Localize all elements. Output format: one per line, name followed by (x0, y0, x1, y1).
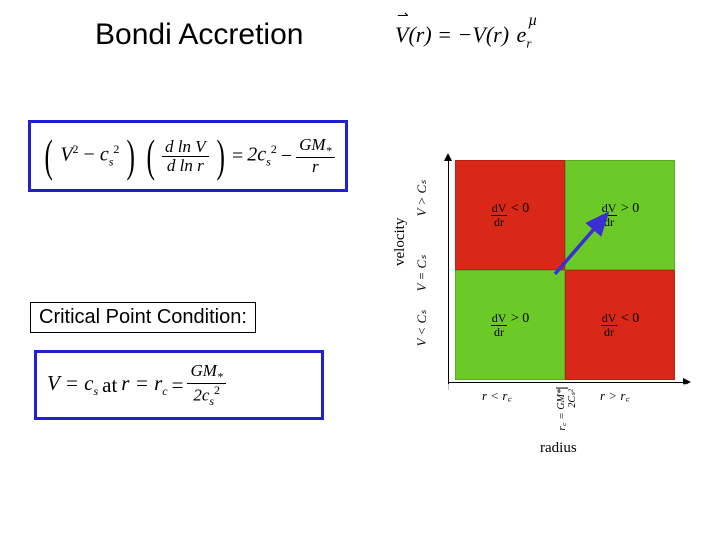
y-tick: V = Cₛ (414, 255, 430, 292)
quadrant-label: dVdr > 0 (491, 311, 530, 339)
x-axis-label: radius (540, 440, 577, 457)
quadrant: dVdr > 0 (565, 160, 675, 270)
velocity-vector-equation: ⇀ V (r) = −V(r) µ er (395, 22, 531, 51)
quadrant: dVdr > 0 (455, 270, 565, 380)
bondi-equation-box: ( V2 − cs2 ) ( d ln V d ln r ) = 2cs2 − … (28, 120, 348, 192)
critical-point-equation-box: V = cs at r = rc = GM* 2cs2 (34, 350, 324, 420)
y-tick: V < Cₛ (414, 310, 430, 347)
y-axis (448, 160, 449, 390)
quadrant-grid: dVdr < 0 dVdr > 0 dVdr > 0 dVdr < 0 (455, 160, 675, 380)
phase-diagram: dVdr < 0dVdr > 0dVdr > 0dVdr < 0 velocit… (400, 150, 700, 480)
quadrant: dVdr < 0 (565, 270, 675, 380)
y-axis-arrow-icon (444, 153, 452, 161)
quadrant-label: dVdr < 0 (491, 201, 530, 229)
x-axis (448, 382, 686, 383)
quadrant: dVdr < 0 (455, 160, 565, 270)
critical-point-label: Critical Point Condition: (30, 302, 256, 333)
quadrant-label: dVdr > 0 (601, 201, 640, 229)
x-tick: r > r꜀ (600, 386, 630, 404)
rc-definition: r꜀ = GM* 2Cₛ² (556, 388, 578, 431)
quadrant-label: dVdr < 0 (601, 311, 640, 339)
x-tick: r < r꜀ (482, 386, 512, 404)
y-axis-label: velocity (392, 218, 409, 266)
y-tick: V > Cₛ (414, 180, 430, 217)
vector-arrow: ⇀ (397, 8, 409, 25)
slide-title: Bondi Accretion (95, 18, 303, 52)
x-axis-arrow-icon (683, 378, 691, 386)
